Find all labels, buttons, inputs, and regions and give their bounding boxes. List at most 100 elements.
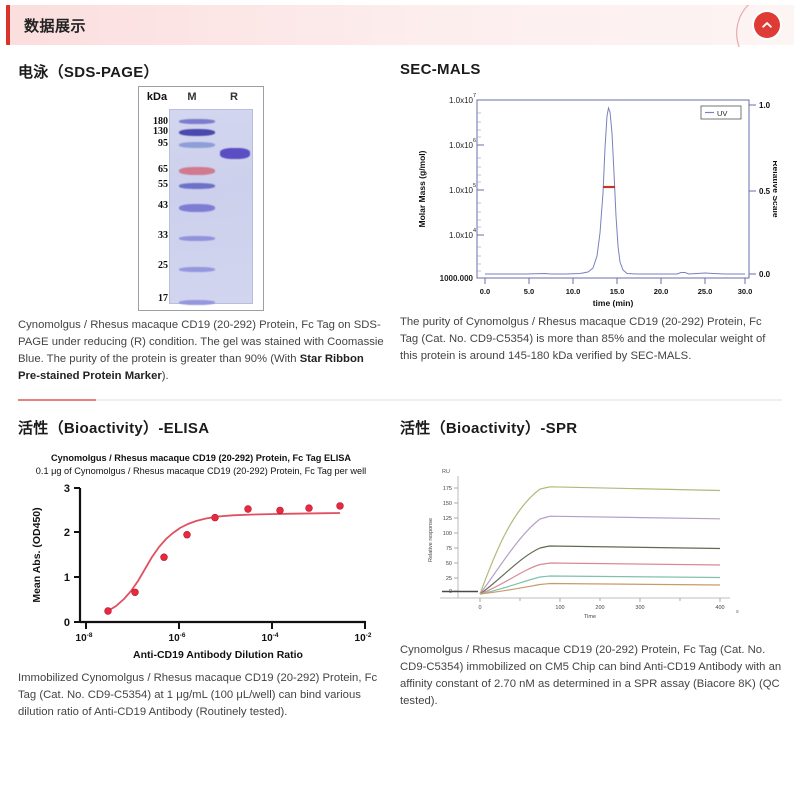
spr-curve-3	[479, 545, 721, 595]
elisa-caption: Immobilized Cynomolgus / Rhesus macaque …	[18, 672, 378, 718]
elisa-x-labels: 10-8 10-6 10-4 10-2	[76, 632, 372, 644]
spr-curve-4	[479, 562, 721, 595]
svg-text:1.0: 1.0	[759, 101, 771, 110]
svg-text:100: 100	[443, 531, 452, 537]
sds-page-caption-p1: Cynomolgus / Rhesus macaque CD19 (20-292…	[18, 319, 384, 365]
svg-text:5: 5	[473, 183, 476, 189]
sec-mals-y2-ticks	[749, 104, 756, 275]
svg-text:175: 175	[443, 486, 452, 492]
sec-mals-caption: The purity of Cynomolgus / Rhesus macaqu…	[400, 316, 766, 362]
svg-text:1000.000: 1000.000	[440, 274, 474, 283]
elisa-point-9	[336, 502, 344, 510]
spr-figure: RU	[400, 458, 782, 638]
svg-text:6: 6	[473, 138, 476, 144]
ladder-band-95	[179, 142, 215, 148]
ladder-band-55	[179, 183, 215, 189]
gel-col-header-r: R	[230, 91, 238, 103]
svg-text:25.0: 25.0	[698, 287, 713, 296]
collapse-toggle-button[interactable]	[754, 12, 780, 38]
page-title: 数据展示	[24, 17, 87, 35]
elisa-point-5	[211, 513, 219, 522]
gel-kda-axis: kDa 180 130 95 65 55 43 33 25 17	[145, 91, 169, 304]
row-top: 电泳（SDS-PAGE） kDa 180 130 95 65 55 43 33 …	[18, 45, 782, 385]
svg-text:1: 1	[64, 572, 70, 584]
spr-ylabel: Relative response	[428, 518, 434, 562]
ladder-band-43	[179, 204, 215, 212]
spr-chart: RU	[400, 458, 772, 638]
elisa-point-1	[104, 607, 112, 615]
elisa-chart-subtitle: 0.1 μg of Cynomolgus / Rhesus macaque CD…	[35, 466, 367, 476]
sec-mals-xlabel: time (min)	[593, 298, 634, 308]
spr-curve-5	[479, 575, 721, 595]
sec-mals-figure: 1.0x10 7 1.0x10 6 1.0x10 5 1.0x10 4 1000.000…	[400, 88, 782, 308]
svg-text:4: 4	[473, 228, 476, 234]
svg-text:0: 0	[64, 617, 70, 629]
kda-tick-130: 130	[153, 126, 168, 137]
elisa-figure: Cynomolgus / Rhesus macaque CD19 (20-292…	[18, 452, 384, 662]
svg-text:400: 400	[715, 605, 724, 611]
sec-mals-legend-uv: UV	[717, 109, 727, 118]
ladder-band-25	[179, 267, 215, 272]
sec-mals-y2label: Relative Scale	[771, 160, 777, 217]
elisa-x-ticks	[85, 622, 366, 629]
sds-page-caption: Cynomolgus / Rhesus macaque CD19 (20-292…	[18, 317, 384, 385]
spr-x-labels: 0 100 200 300 400	[478, 605, 724, 611]
svg-text:10.0: 10.0	[566, 287, 581, 296]
panel-sec-mals: SEC-MALS	[400, 45, 782, 385]
elisa-chart-title: Cynomolgus / Rhesus macaque CD19 (20-292…	[50, 453, 352, 463]
svg-text:75: 75	[446, 546, 452, 552]
elisa-title: 活性（Bioactivity）-ELISA	[18, 420, 210, 437]
panel-sds-page: 电泳（SDS-PAGE） kDa 180 130 95 65 55 43 33 …	[18, 45, 400, 385]
elisa-point-4	[183, 530, 191, 539]
elisa-point-7	[276, 506, 284, 515]
sec-mals-x-ticks	[484, 278, 746, 284]
svg-text:1.0x10: 1.0x10	[449, 96, 474, 105]
spr-xlabel: Time	[584, 614, 596, 620]
panel-spr: 活性（Bioactivity）-SPR RU	[400, 401, 782, 721]
kda-tick-33: 33	[158, 230, 168, 241]
kda-tick-25: 25	[158, 260, 168, 271]
panel-content: 电泳（SDS-PAGE） kDa 180 130 95 65 55 43 33 …	[0, 45, 800, 385]
svg-text:5.0: 5.0	[524, 287, 534, 296]
gel-image: kDa 180 130 95 65 55 43 33 25 17 M	[138, 86, 264, 311]
svg-text:50: 50	[446, 561, 452, 567]
kda-tick-17: 17	[158, 293, 168, 304]
kda-tick-43: 43	[158, 200, 168, 211]
panel-elisa: 活性（Bioactivity）-ELISA Cynomolgus / Rhesu…	[18, 401, 400, 721]
kda-tick-55: 55	[158, 179, 168, 190]
svg-text:0.0: 0.0	[759, 270, 771, 279]
kda-tick-65: 65	[158, 164, 168, 175]
svg-text:2: 2	[64, 527, 70, 539]
spr-x-unit: s	[736, 609, 739, 615]
svg-text:15.0: 15.0	[610, 287, 625, 296]
gel-lanes	[169, 109, 253, 305]
sds-page-caption-p2: ).	[161, 370, 169, 382]
elisa-point-6	[244, 505, 252, 513]
elisa-ylabel: Mean Abs. (OD450)	[31, 507, 43, 602]
elisa-y-ticks	[74, 487, 80, 623]
sec-mals-y-labels: 1.0x10 7 1.0x10 6 1.0x10 5 1.0x10 4 1000.000	[440, 93, 476, 283]
spr-curve-2	[479, 515, 721, 595]
svg-text:10-6: 10-6	[169, 632, 186, 644]
kda-tick-180: 180	[153, 116, 168, 127]
panel-content-bottom: 活性（Bioactivity）-ELISA Cynomolgus / Rhesu…	[0, 401, 800, 721]
elisa-point-3	[160, 553, 168, 561]
svg-text:10-4: 10-4	[262, 632, 279, 644]
elisa-point-8	[305, 504, 313, 512]
svg-text:1.0x10: 1.0x10	[449, 186, 474, 195]
svg-text:300: 300	[635, 605, 644, 611]
elisa-data-points	[104, 502, 344, 615]
svg-text:10-2: 10-2	[355, 632, 372, 644]
gel-col-header-m: M	[187, 91, 197, 103]
elisa-y-labels: 0 1 2 3	[64, 483, 70, 629]
svg-text:150: 150	[443, 501, 452, 507]
spr-curve-6	[479, 582, 721, 595]
svg-text:0.5: 0.5	[759, 187, 771, 196]
sec-mals-y-minor-ticks	[477, 112, 481, 272]
svg-text:3: 3	[64, 483, 70, 495]
svg-text:0.0: 0.0	[480, 287, 490, 296]
sds-page-figure: kDa 180 130 95 65 55 43 33 25 17 M	[18, 86, 384, 311]
sec-mals-y-ticks	[477, 99, 484, 279]
sec-mals-title: SEC-MALS	[400, 61, 481, 78]
row-bottom: 活性（Bioactivity）-ELISA Cynomolgus / Rhesu…	[18, 401, 782, 721]
